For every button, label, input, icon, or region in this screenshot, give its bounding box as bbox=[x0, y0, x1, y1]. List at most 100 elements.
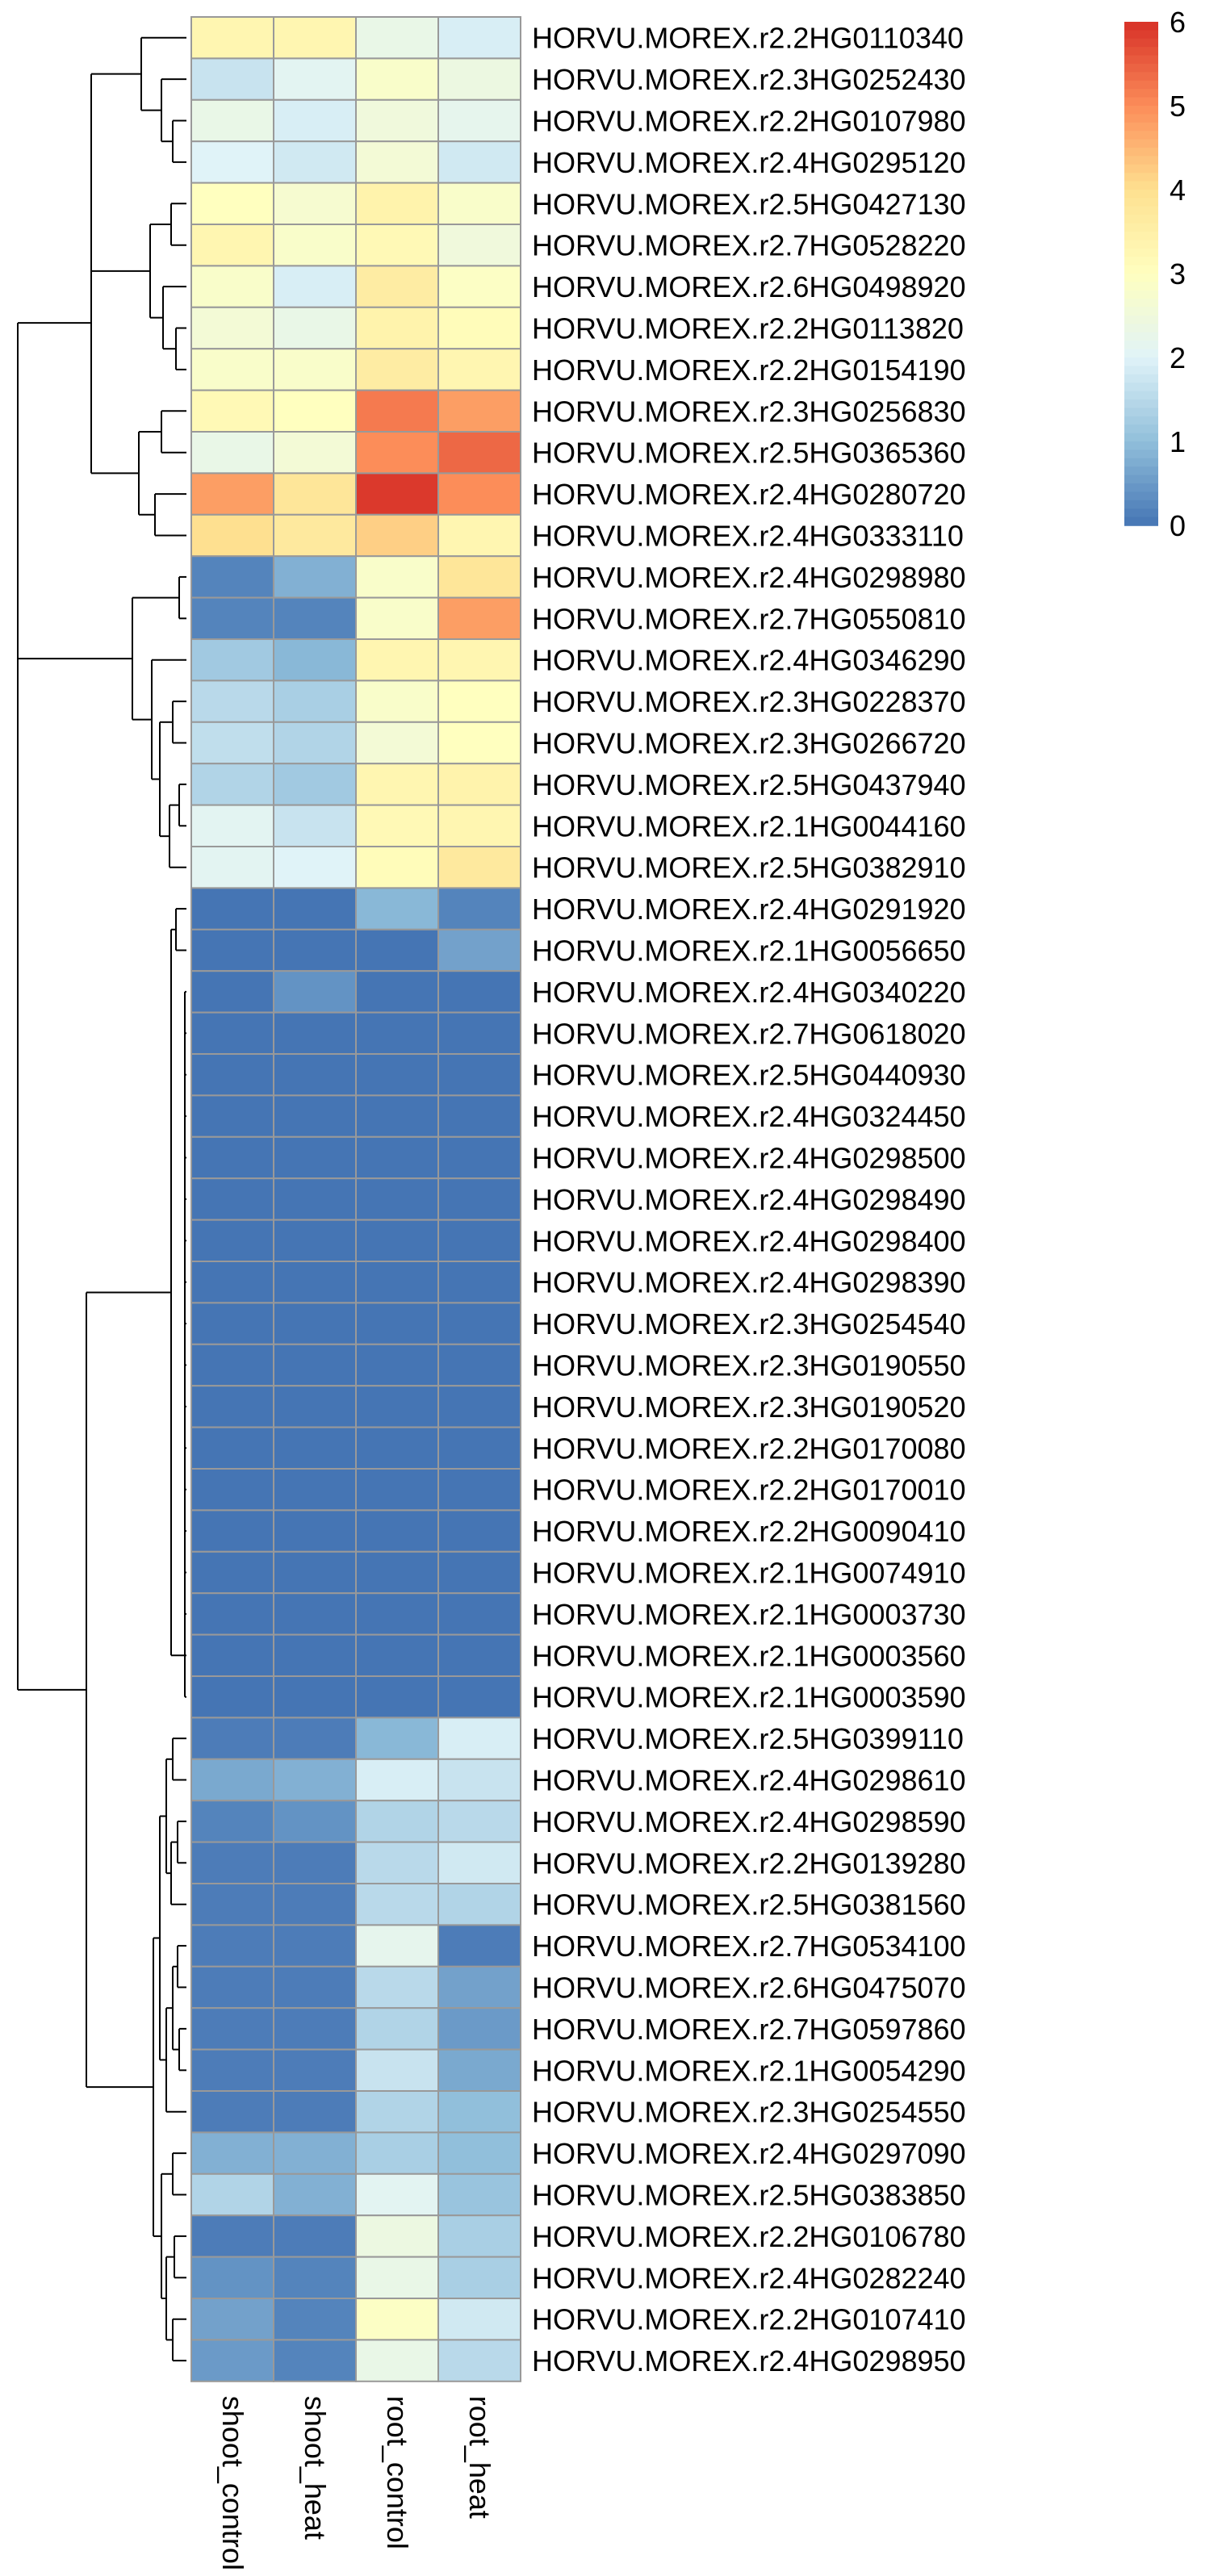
heatmap-cells bbox=[190, 16, 521, 2382]
column-label: shoot_heat bbox=[299, 2396, 332, 2540]
heatmap-cell bbox=[437, 1426, 521, 1470]
heatmap-cell bbox=[273, 348, 357, 391]
heatmap-cell bbox=[273, 1219, 357, 1262]
heatmap-cell bbox=[355, 182, 439, 226]
row-label: HORVU.MOREX.r2.7HG0534100 bbox=[532, 1930, 966, 1963]
heatmap-cell bbox=[273, 472, 357, 516]
row-label: HORVU.MOREX.r2.4HG0298610 bbox=[532, 1764, 966, 1797]
heatmap-cell bbox=[355, 1550, 439, 1595]
heatmap-cell bbox=[273, 928, 357, 972]
legend-color-segment bbox=[1124, 156, 1158, 165]
row-label: HORVU.MOREX.r2.3HG0256830 bbox=[532, 395, 966, 428]
legend-color-segment bbox=[1124, 508, 1158, 518]
legend-tick-label: 5 bbox=[1170, 90, 1186, 123]
row-label: HORVU.MOREX.r2.5HG0427130 bbox=[532, 187, 966, 220]
row-label: HORVU.MOREX.r2.4HG0280720 bbox=[532, 478, 966, 511]
row-label: HORVU.MOREX.r2.2HG0170080 bbox=[532, 1432, 966, 1465]
row-label: HORVU.MOREX.r2.1HG0074910 bbox=[532, 1557, 966, 1590]
legend-color-segment bbox=[1124, 265, 1158, 274]
legend-color-segment bbox=[1124, 22, 1158, 31]
legend-tick-label: 3 bbox=[1170, 257, 1186, 291]
heatmap-cell bbox=[437, 1800, 521, 1843]
legend-color-segment bbox=[1124, 47, 1158, 56]
row-label: HORVU.MOREX.r2.2HG0110340 bbox=[532, 22, 964, 55]
heatmap-cell bbox=[190, 555, 274, 599]
heatmap-cell bbox=[437, 265, 521, 308]
row-label: HORVU.MOREX.r2.7HG0528220 bbox=[532, 229, 966, 262]
heatmap-cell bbox=[437, 2339, 521, 2382]
heatmap-cell bbox=[273, 2172, 357, 2217]
heatmap-cell bbox=[355, 306, 439, 350]
row-label: HORVU.MOREX.r2.4HG0346290 bbox=[532, 644, 966, 677]
row-label: HORVU.MOREX.r2.2HG0154190 bbox=[532, 353, 966, 387]
row-label: HORVU.MOREX.r2.4HG0297090 bbox=[532, 2137, 966, 2170]
heatmap-cell bbox=[355, 431, 439, 475]
heatmap-cell bbox=[273, 1758, 357, 1802]
heatmap-cell bbox=[355, 1800, 439, 1843]
heatmap-cell bbox=[355, 224, 439, 267]
legend-color-segment bbox=[1124, 491, 1158, 501]
color-legend: 0 1 2 3 4 5 6 bbox=[1124, 6, 1186, 542]
legend-tick-label: 4 bbox=[1170, 174, 1186, 207]
heatmap-cell bbox=[273, 2090, 357, 2134]
row-label: HORVU.MOREX.r2.7HG0550810 bbox=[532, 602, 966, 635]
legend-color-segment bbox=[1124, 366, 1158, 375]
heatmap-cell bbox=[355, 2131, 439, 2175]
heatmap-cell bbox=[190, 638, 274, 682]
heatmap-cell bbox=[190, 1633, 274, 1677]
heatmap-cell bbox=[190, 472, 274, 516]
heatmap-cell bbox=[437, 1758, 521, 1802]
legend-color-segment bbox=[1124, 383, 1158, 392]
heatmap-cell bbox=[190, 224, 274, 267]
heatmap-cell bbox=[273, 555, 357, 599]
heatmap-cell bbox=[355, 1177, 439, 1221]
row-label: HORVU.MOREX.r2.3HG0252430 bbox=[532, 63, 966, 96]
heatmap-cell bbox=[355, 1841, 439, 1885]
heatmap-cell bbox=[273, 140, 357, 184]
heatmap-cell bbox=[437, 182, 521, 226]
heatmap-cell bbox=[190, 1717, 274, 1760]
heatmap-cell bbox=[273, 389, 357, 433]
heatmap-cell bbox=[190, 1883, 274, 1926]
row-label: HORVU.MOREX.r2.4HG0298950 bbox=[532, 2344, 966, 2377]
legend-color-segment bbox=[1124, 399, 1158, 409]
heatmap-cell bbox=[355, 1219, 439, 1262]
heatmap-cell bbox=[273, 804, 357, 847]
heatmap-cell bbox=[437, 1924, 521, 1968]
column-label: shoot_control bbox=[216, 2396, 249, 2570]
legend-tick-label: 0 bbox=[1170, 509, 1186, 542]
heatmap-cell bbox=[273, 306, 357, 350]
row-label: HORVU.MOREX.r2.5HG0399110 bbox=[532, 1722, 964, 1755]
heatmap-cell bbox=[355, 16, 439, 60]
heatmap-cell bbox=[355, 1924, 439, 1968]
row-label: HORVU.MOREX.r2.7HG0618020 bbox=[532, 1017, 966, 1050]
legend-color-segment bbox=[1124, 374, 1158, 383]
heatmap-cell bbox=[190, 1758, 274, 1802]
row-label: HORVU.MOREX.r2.3HG0254550 bbox=[532, 2096, 966, 2129]
heatmap-cell bbox=[190, 721, 274, 765]
heatmap-cell bbox=[273, 1135, 357, 1180]
heatmap-cell bbox=[355, 2172, 439, 2217]
heatmap-cell bbox=[273, 98, 357, 143]
heatmap-cell bbox=[437, 57, 521, 101]
legend-color-segment bbox=[1124, 332, 1158, 341]
heatmap-cell bbox=[437, 1053, 521, 1097]
heatmap-cell bbox=[355, 721, 439, 765]
heatmap-cell bbox=[355, 57, 439, 101]
heatmap-cell bbox=[190, 2339, 274, 2382]
heatmap-cell bbox=[437, 224, 521, 267]
heatmap-cell bbox=[273, 431, 357, 475]
heatmap-cell bbox=[190, 846, 274, 889]
heatmap-cell bbox=[355, 1011, 439, 1055]
row-label: HORVU.MOREX.r2.4HG0298590 bbox=[532, 1805, 966, 1838]
heatmap-cell bbox=[437, 513, 521, 558]
heatmap-cell bbox=[273, 1385, 357, 1428]
heatmap-cell bbox=[273, 1633, 357, 1677]
heatmap-cell bbox=[190, 1302, 274, 1345]
heatmap-cell bbox=[355, 1053, 439, 1097]
heatmap-cell bbox=[437, 970, 521, 1014]
row-label: HORVU.MOREX.r2.4HG0298500 bbox=[532, 1142, 966, 1175]
heatmap-cell bbox=[437, 1177, 521, 1221]
heatmap-cell bbox=[437, 1965, 521, 2009]
heatmap-cell bbox=[190, 2172, 274, 2217]
